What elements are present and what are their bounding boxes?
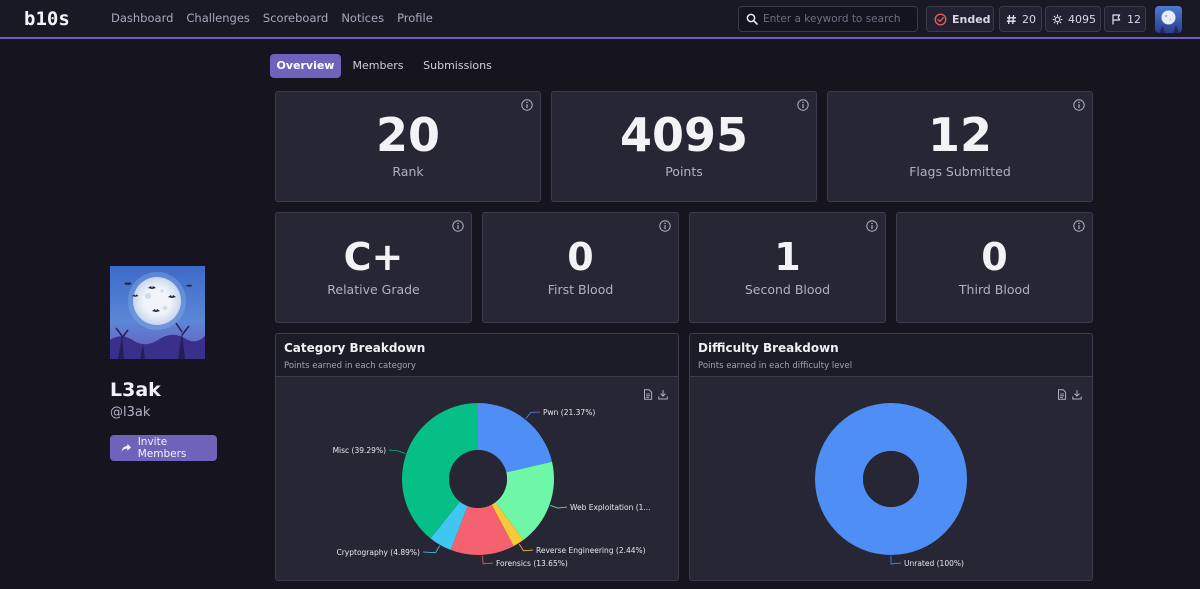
- category-pie-chart: Pwn (21.37%) Web Exploitation (1... Revers…: [333, 403, 651, 568]
- difficulty-breakdown-panel: Difficulty Breakdown Points earned in ea…: [689, 333, 1093, 581]
- tab-overview[interactable]: Overview: [270, 54, 341, 78]
- pie-slice-misc[interactable]: [402, 403, 478, 539]
- stat-label: Second Blood: [744, 282, 831, 297]
- stat-label: Relative Grade: [327, 282, 420, 297]
- panel-header: Difficulty Breakdown Points earned in ea…: [690, 334, 1092, 377]
- leader-line-unrated: [890, 556, 902, 565]
- stat-label: First Blood: [547, 282, 614, 297]
- search-icon: [746, 13, 758, 25]
- tab-members[interactable]: Members: [352, 59, 404, 72]
- pie-label-web-exploitation: Web Exploitation (1...: [570, 503, 651, 512]
- pie-slice-cryptography[interactable]: [430, 501, 468, 550]
- panel-header: Category Breakdown Points earned in each…: [276, 334, 678, 377]
- pie-slice-unrated[interactable]: [815, 403, 967, 555]
- download-icon[interactable]: [1072, 389, 1082, 400]
- stat-value: 0: [567, 235, 594, 279]
- rank-pill[interactable]: 20: [999, 6, 1042, 32]
- donut-hole: [863, 451, 919, 507]
- pie-label-unrated: Unrated (100%): [904, 559, 964, 568]
- stat-card-first-blood: 0 First Blood: [482, 212, 679, 323]
- document-icon[interactable]: [1057, 389, 1067, 400]
- pie-label-pwn: Pwn (21.37%): [543, 408, 595, 417]
- status-badge[interactable]: Ended: [926, 6, 994, 32]
- flag-icon: [1112, 13, 1121, 24]
- leader-line-misc: [388, 449, 406, 454]
- pie-slice-forensics[interactable]: [450, 504, 514, 555]
- stat-card-points: 4095 Points: [551, 91, 817, 202]
- top-navbar: b10s Dashboard Challenges Scoreboard Not…: [0, 0, 1200, 39]
- svg-text:b10s: b10s: [24, 8, 70, 30]
- pie-label-forensics: Forensics (13.65%): [496, 559, 568, 568]
- stat-value: C+: [343, 235, 404, 279]
- stat-card-second-blood: 1 Second Blood: [689, 212, 886, 323]
- info-icon[interactable]: [659, 220, 671, 232]
- donut-hole: [449, 450, 507, 508]
- nav-links: Dashboard Challenges Scoreboard Notices …: [111, 11, 446, 25]
- stat-value: 12: [927, 108, 992, 162]
- nav-link-dashboard[interactable]: Dashboard: [111, 11, 174, 25]
- flags-pill-value: 12: [1127, 12, 1141, 26]
- info-icon[interactable]: [866, 220, 878, 232]
- share-icon: [121, 443, 132, 452]
- team-name: L3ak: [110, 379, 161, 401]
- search-input[interactable]: [763, 10, 913, 28]
- tab-submissions[interactable]: Submissions: [423, 59, 492, 72]
- stat-card-flags: 12 Flags Submitted: [827, 91, 1093, 202]
- leader-line-forensics: [482, 555, 494, 565]
- download-icon[interactable]: [658, 389, 668, 400]
- info-icon[interactable]: [521, 99, 533, 111]
- stat-card-relative-grade: C+ Relative Grade: [275, 212, 472, 323]
- nav-link-scoreboard[interactable]: Scoreboard: [262, 11, 329, 25]
- team-avatar: [110, 266, 205, 359]
- ended-check-icon: [934, 12, 947, 26]
- pie-label-cryptography: Cryptography (4.89%): [336, 548, 420, 557]
- info-icon[interactable]: [1073, 99, 1085, 111]
- panel-subtitle: Points earned in each difficulty level: [698, 361, 853, 371]
- nav-link-challenges[interactable]: Challenges: [186, 11, 250, 25]
- status-label: Ended: [952, 12, 991, 26]
- stat-card-third-blood: 0 Third Blood: [896, 212, 1093, 323]
- stat-label: Points: [665, 164, 703, 179]
- leader-line-reverse-engineering: [518, 543, 534, 552]
- nav-link-notices[interactable]: Notices: [341, 11, 385, 25]
- stat-label: Rank: [392, 164, 424, 179]
- panel-title: Difficulty Breakdown: [698, 341, 839, 355]
- panel-subtitle: Points earned in each category: [284, 361, 416, 371]
- pie-label-reverse-engineering: Reverse Engineering (2.44%): [536, 546, 646, 555]
- stat-value: 4095: [619, 108, 749, 162]
- stat-label: Third Blood: [958, 282, 1031, 297]
- leader-line-web-exploitation: [550, 505, 568, 509]
- leader-line-pwn: [525, 411, 541, 419]
- stat-value: 20: [375, 108, 440, 162]
- info-icon[interactable]: [1073, 220, 1085, 232]
- document-icon[interactable]: [643, 389, 653, 400]
- team-handle: @l3ak: [110, 405, 151, 420]
- info-icon[interactable]: [452, 220, 464, 232]
- points-pill-value: 4095: [1068, 12, 1096, 26]
- panel-title: Category Breakdown: [284, 341, 426, 355]
- info-icon[interactable]: [797, 99, 809, 111]
- points-pill[interactable]: 4095: [1045, 6, 1101, 32]
- pie-slice-web-exploitation[interactable]: [495, 461, 554, 540]
- difficulty-pie-chart: Unrated (100%): [815, 403, 967, 568]
- stat-label: Flags Submitted: [909, 164, 1011, 179]
- invite-members-label: Invite Members: [137, 436, 187, 460]
- logo[interactable]: b10s: [24, 8, 74, 30]
- search-box: [738, 6, 918, 32]
- stat-value: 0: [981, 235, 1008, 279]
- stat-value: 1: [774, 235, 801, 279]
- nav-link-profile[interactable]: Profile: [397, 11, 433, 25]
- stat-card-rank: 20 Rank: [275, 91, 541, 202]
- pie-slice-reverse-engineering[interactable]: [491, 502, 524, 547]
- hash-icon: [1006, 14, 1016, 24]
- category-breakdown-panel: Category Breakdown Points earned in each…: [275, 333, 679, 581]
- pie-slice-pwn[interactable]: [478, 403, 553, 473]
- rank-pill-value: 20: [1022, 12, 1036, 26]
- star-icon: [1052, 14, 1063, 24]
- leader-line-cryptography: [422, 545, 440, 554]
- invite-members-button[interactable]: Invite Members: [110, 435, 217, 461]
- flags-pill[interactable]: 12: [1104, 6, 1146, 32]
- user-avatar[interactable]: [1155, 6, 1182, 33]
- pie-label-misc: Misc (39.29%): [333, 446, 386, 455]
